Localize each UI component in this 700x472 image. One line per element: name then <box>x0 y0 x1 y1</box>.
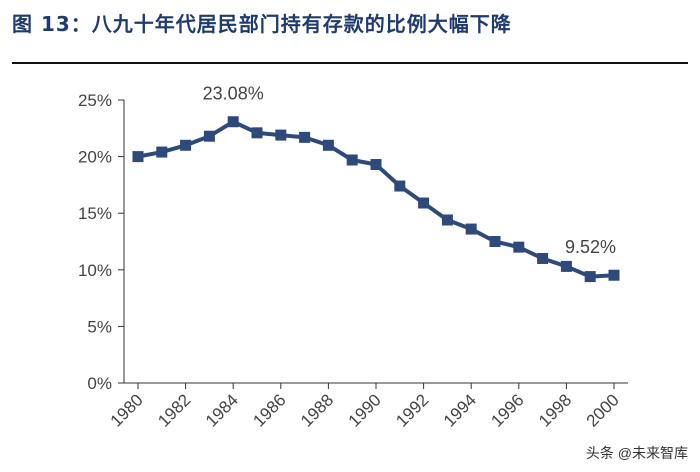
data-point <box>513 241 525 253</box>
data-point <box>608 269 620 281</box>
x-tick-label: 1996 <box>487 390 527 430</box>
data-point <box>299 131 311 143</box>
x-tick-label: 1994 <box>440 390 480 430</box>
x-tick-label: 1986 <box>249 390 289 430</box>
data-point <box>346 154 358 166</box>
data-label: 9.52% <box>565 237 616 257</box>
chart-title: 图 13：八九十年代居民部门持有存款的比例大幅下降 <box>12 12 512 36</box>
data-point <box>203 130 215 142</box>
data-point <box>537 252 549 264</box>
y-tick-label: 15% <box>78 204 112 223</box>
data-point <box>227 116 239 128</box>
data-point <box>560 260 572 272</box>
x-tick-label: 1988 <box>297 390 337 430</box>
y-tick-label: 5% <box>87 317 112 336</box>
data-point <box>418 197 430 209</box>
series-line <box>132 116 620 283</box>
data-label: 23.08% <box>203 84 264 104</box>
data-point <box>251 127 263 139</box>
data-point <box>465 223 477 235</box>
watermark: 头条 @未来智库 <box>581 442 692 464</box>
data-point <box>275 129 287 141</box>
data-point <box>441 214 453 226</box>
y-tick-label: 10% <box>78 261 112 280</box>
data-point <box>132 151 144 163</box>
data-point <box>370 159 382 171</box>
y-tick-label: 25% <box>78 91 112 110</box>
data-point <box>322 139 334 151</box>
axes <box>123 100 628 384</box>
y-tick-label: 20% <box>78 148 112 167</box>
data-point <box>156 146 168 158</box>
title-divider <box>12 62 688 64</box>
x-tick-label: 1990 <box>345 390 385 430</box>
x-tick-label: 1984 <box>202 390 242 430</box>
x-tick-label: 1992 <box>392 390 432 430</box>
x-tick-label: 2000 <box>583 390 623 430</box>
y-tick-label: 0% <box>87 374 112 393</box>
x-tick-label: 1998 <box>535 390 575 430</box>
data-point <box>394 180 406 192</box>
annotations: 23.08% 9.52% <box>203 84 616 257</box>
data-point <box>180 139 192 151</box>
data-point <box>584 271 596 283</box>
x-tick-label: 1980 <box>107 390 147 430</box>
x-tick-label: 1982 <box>154 390 194 430</box>
data-point <box>489 236 501 247</box>
